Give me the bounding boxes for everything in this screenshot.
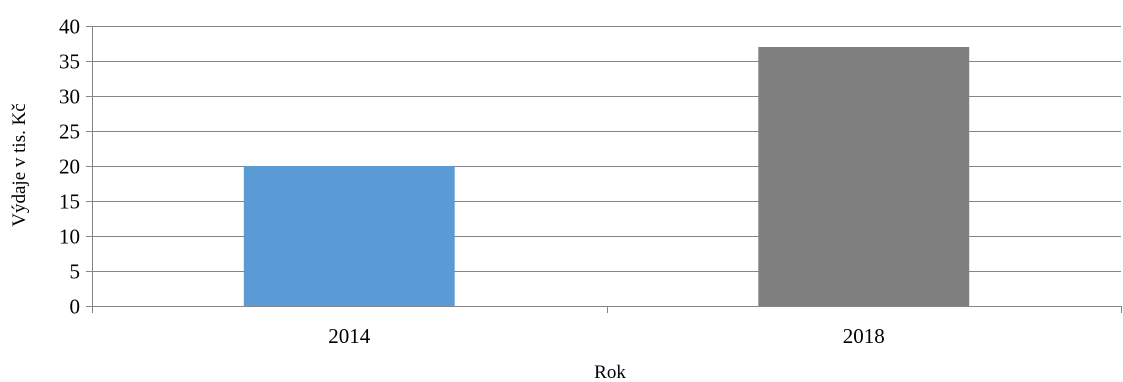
y-tick-label-25: 25 [59,120,80,144]
bar-2018 [758,47,970,306]
axis-layer [86,26,1122,313]
x-tick-label-2014: 2014 [328,324,371,348]
bar-2014 [243,166,455,306]
label-layer: 0 5 10 15 20 25 30 35 40 2014 2018 [59,15,885,349]
y-axis-title: Výdaje v tis. Kč [9,103,30,226]
y-tick-label-10: 10 [59,225,80,249]
y-tick-label-0: 0 [70,295,81,319]
y-tick-label-30: 30 [59,85,80,109]
y-tick-label-15: 15 [59,190,80,214]
y-tick-label-5: 5 [70,260,81,284]
y-tick-label-40: 40 [59,15,80,39]
y-tick-label-20: 20 [59,155,80,179]
x-axis-title: Rok [594,362,626,382]
x-tick-label-2018: 2018 [843,324,885,348]
y-tick-label-35: 35 [59,50,80,74]
bar-layer [243,47,970,306]
